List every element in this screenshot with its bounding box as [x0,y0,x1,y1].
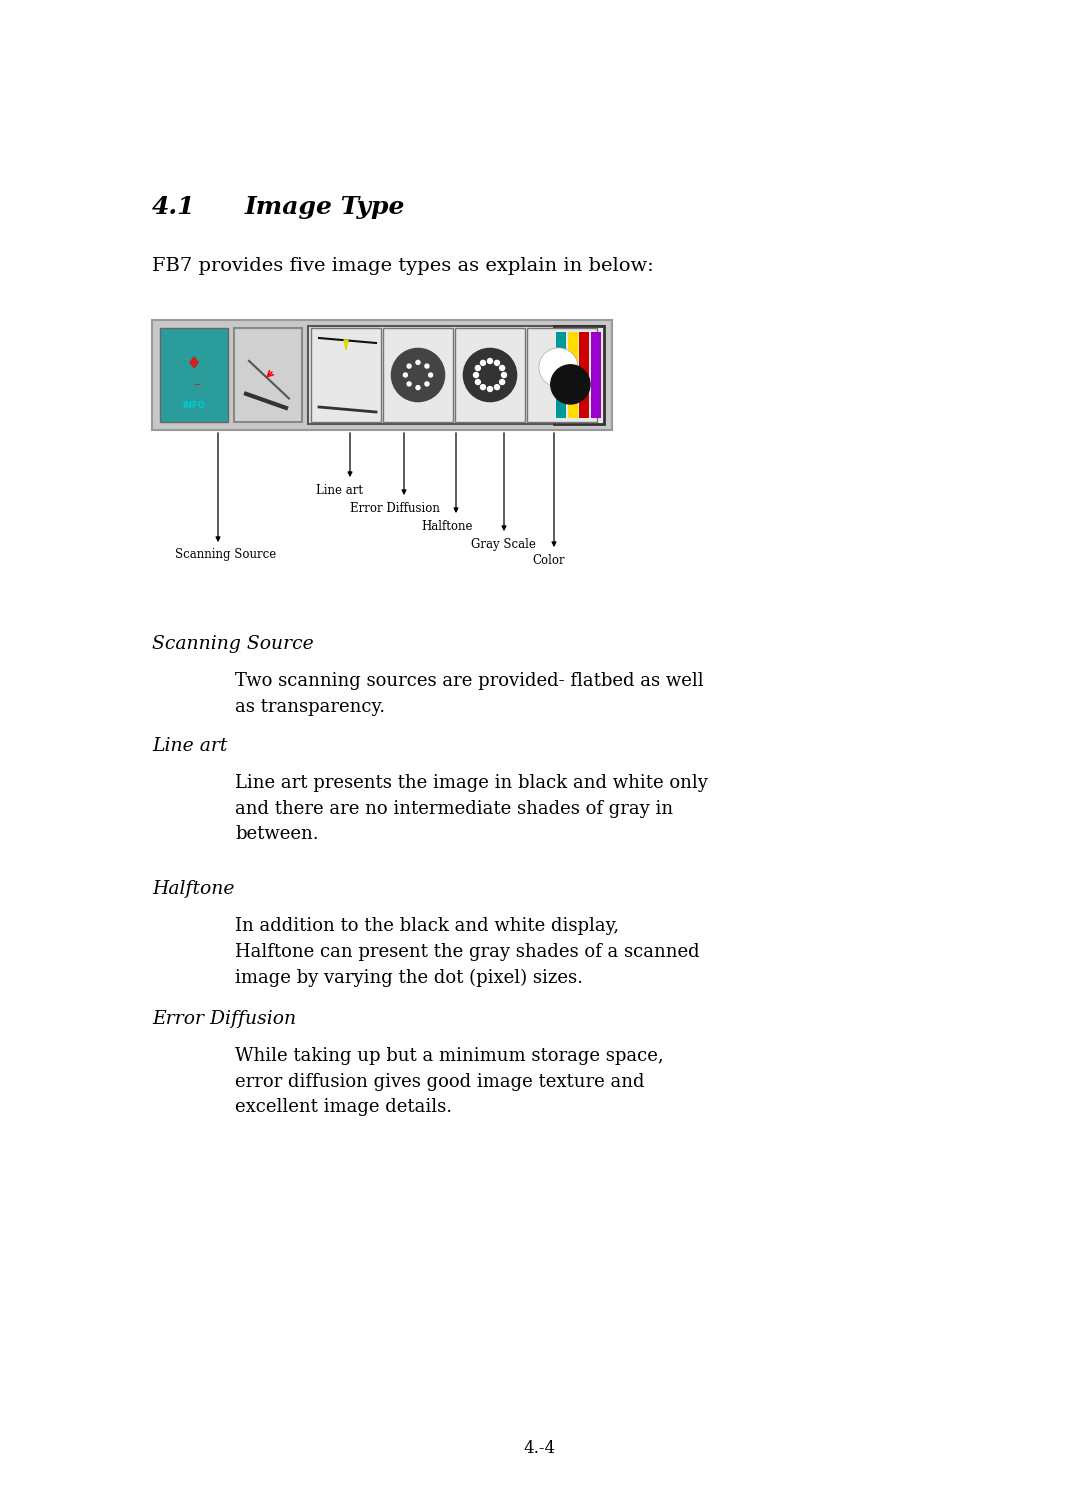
Circle shape [495,361,499,366]
Circle shape [424,382,429,385]
Text: Line art: Line art [316,484,363,497]
Bar [383,328,453,422]
Bar [556,332,566,419]
Circle shape [475,379,481,384]
Text: While taking up but a minimum storage space,
error diffusion gives good image te: While taking up but a minimum storage sp… [235,1047,663,1117]
Circle shape [424,364,429,369]
Text: Gray Scale: Gray Scale [471,538,536,552]
Bar [234,328,302,422]
Circle shape [487,358,492,364]
Circle shape [391,349,445,402]
Text: Halftone: Halftone [421,520,473,533]
Bar [152,320,612,431]
Bar [311,328,381,422]
Bar [308,326,604,425]
Circle shape [500,366,504,370]
Bar [455,328,525,422]
Circle shape [495,385,499,390]
Bar [152,320,612,431]
Circle shape [481,385,486,390]
Circle shape [487,387,492,391]
Text: Scanning Source: Scanning Source [175,548,276,561]
Bar [527,328,597,422]
Text: ♦: ♦ [186,355,202,373]
Polygon shape [345,340,348,351]
Circle shape [473,373,478,378]
Circle shape [404,373,407,378]
Bar [567,332,578,419]
Circle shape [416,361,420,364]
Circle shape [407,382,411,385]
Text: Image Type: Image Type [245,195,405,219]
Circle shape [551,364,590,403]
Circle shape [500,379,504,384]
Bar [554,326,604,425]
Text: 4.-4: 4.-4 [524,1440,556,1457]
Text: _: _ [194,375,200,385]
Text: In addition to the black and white display,
Halftone can present the gray shades: In addition to the black and white displ… [235,917,700,987]
Bar [579,332,590,419]
Circle shape [539,348,578,387]
Text: FB7 provides five image types as explain in below:: FB7 provides five image types as explain… [152,257,653,275]
Circle shape [475,366,481,370]
Circle shape [481,361,486,366]
Text: 4.1: 4.1 [152,195,195,219]
Text: Scanning Source: Scanning Source [152,635,314,653]
Text: INFO: INFO [183,400,205,409]
Text: Error Diffusion: Error Diffusion [350,502,440,515]
Text: Halftone: Halftone [152,879,234,898]
Bar [591,332,600,419]
Circle shape [429,373,433,378]
Text: Line art: Line art [152,737,228,756]
Text: Line art presents the image in black and white only
and there are no intermediat: Line art presents the image in black and… [235,774,707,843]
Text: Error Diffusion: Error Diffusion [152,1009,296,1027]
Circle shape [463,349,516,402]
Bar [160,328,228,422]
Text: Color: Color [532,555,565,567]
Text: Two scanning sources are provided- flatbed as well
as transparency.: Two scanning sources are provided- flatb… [235,672,704,716]
Circle shape [407,364,411,369]
Circle shape [501,373,507,378]
Circle shape [416,385,420,390]
